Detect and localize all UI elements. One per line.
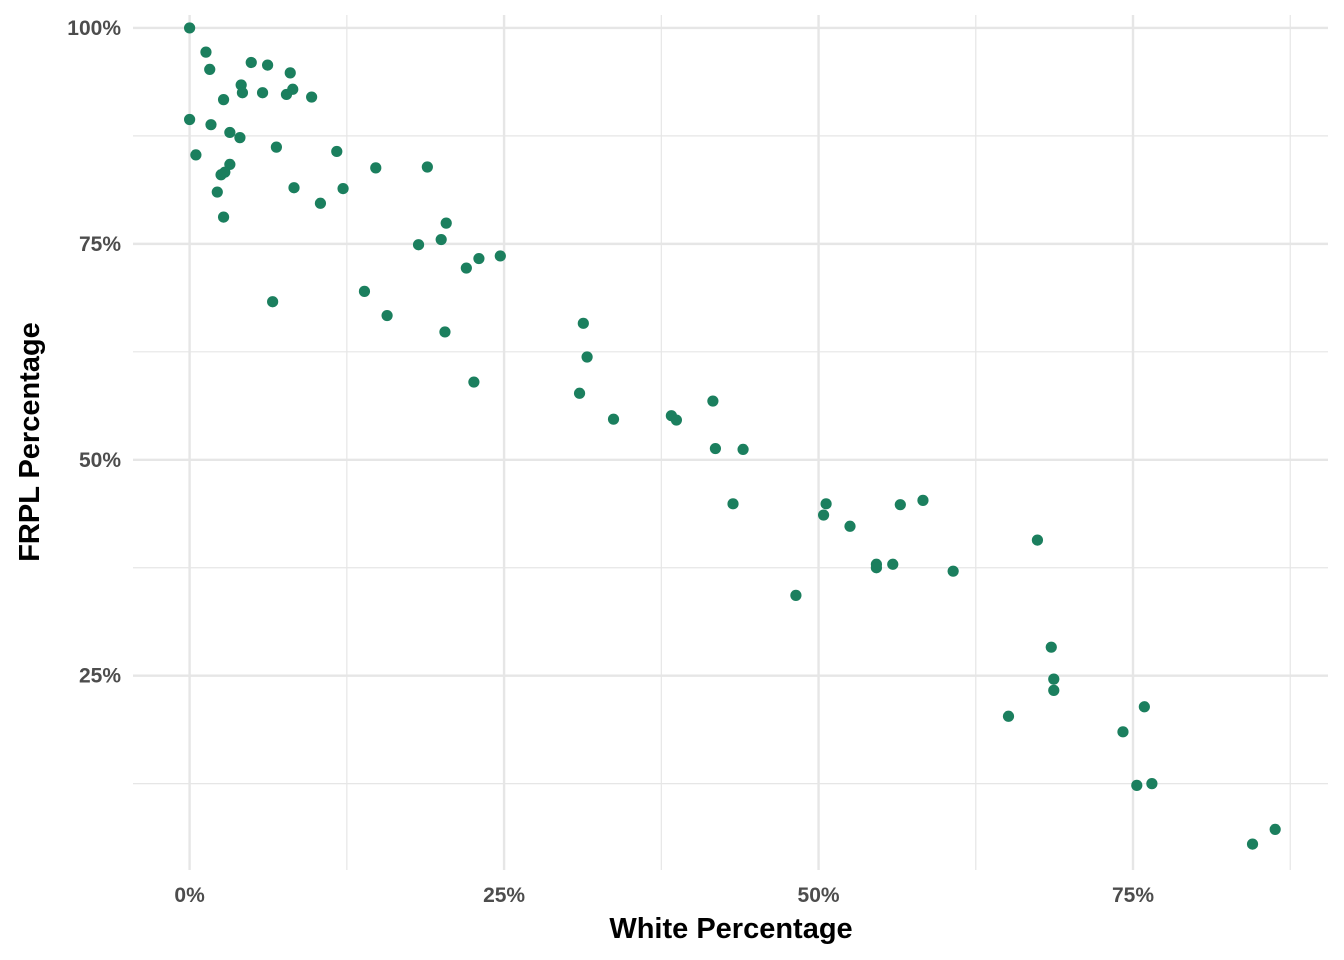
data-point (439, 326, 451, 338)
data-point (737, 443, 749, 456)
data-point (727, 498, 739, 510)
x-tick-label: 25% (483, 884, 525, 907)
data-point (261, 59, 274, 71)
data-point (1117, 726, 1129, 738)
data-point (205, 119, 217, 131)
data-point (184, 22, 196, 34)
x-axis-tick-labels: 0% 25% 50% 75% (174, 884, 1154, 907)
data-point (256, 87, 269, 99)
y-tick-label: 100% (67, 17, 121, 40)
data-point (1269, 823, 1281, 836)
data-point (370, 162, 382, 174)
data-point (460, 262, 472, 274)
y-axis-title: FRPL Percentage (14, 322, 46, 562)
data-point (184, 113, 196, 126)
data-point (1048, 673, 1060, 685)
data-point (1131, 779, 1143, 791)
data-point (190, 149, 202, 161)
data-point (707, 395, 719, 407)
data-point (607, 413, 620, 425)
data-point (817, 509, 830, 521)
y-tick-label: 25% (79, 665, 121, 688)
data-point (217, 94, 230, 106)
data-point (267, 296, 279, 308)
data-point (581, 351, 593, 363)
data-point (1246, 838, 1259, 850)
data-point (337, 182, 349, 195)
x-tick-label: 0% (174, 884, 205, 907)
data-point (435, 233, 447, 246)
x-tick-label: 75% (1112, 884, 1154, 907)
data-point (1138, 701, 1150, 713)
major-gridlines (133, 15, 1328, 870)
data-point (894, 499, 906, 511)
y-tick-label: 75% (79, 233, 121, 256)
data-point (211, 186, 223, 198)
data-point (440, 217, 452, 229)
data-point (287, 83, 299, 95)
data-point (917, 494, 929, 506)
data-point (245, 56, 257, 69)
data-point (1031, 534, 1044, 546)
data-point (219, 166, 231, 178)
data-point (1048, 684, 1060, 696)
data-point (314, 197, 327, 209)
data-point (1045, 641, 1057, 653)
data-point (331, 145, 343, 158)
data-point (468, 376, 480, 388)
x-axis-title: White Percentage (609, 913, 852, 945)
data-point (709, 442, 722, 455)
data-point (412, 239, 425, 251)
data-point (947, 565, 959, 577)
data-point (421, 161, 433, 173)
data-point (288, 182, 300, 194)
data-point (270, 141, 282, 153)
y-tick-label: 50% (79, 449, 121, 472)
data-point (887, 558, 899, 570)
y-axis-tick-labels: 25% 50% 75% 100% (67, 17, 121, 688)
data-point (217, 211, 230, 223)
data-point (204, 63, 216, 76)
x-tick-label: 50% (798, 884, 840, 907)
data-point (200, 46, 212, 58)
data-point (1146, 778, 1158, 790)
data-point (1002, 710, 1015, 722)
data-point (234, 132, 246, 144)
data-points (184, 22, 1281, 850)
data-point (358, 285, 371, 297)
minor-gridlines (133, 15, 1328, 870)
data-point (573, 387, 586, 399)
data-point (473, 252, 485, 265)
data-point (306, 91, 318, 103)
data-point (790, 589, 802, 601)
data-point (844, 520, 856, 532)
data-point (236, 87, 249, 99)
data-point (381, 309, 393, 322)
data-point (577, 317, 589, 329)
data-point (670, 414, 683, 426)
data-point (284, 67, 296, 79)
data-point (494, 250, 506, 262)
data-point (820, 498, 832, 510)
data-point (870, 562, 883, 574)
data-point (224, 126, 236, 139)
